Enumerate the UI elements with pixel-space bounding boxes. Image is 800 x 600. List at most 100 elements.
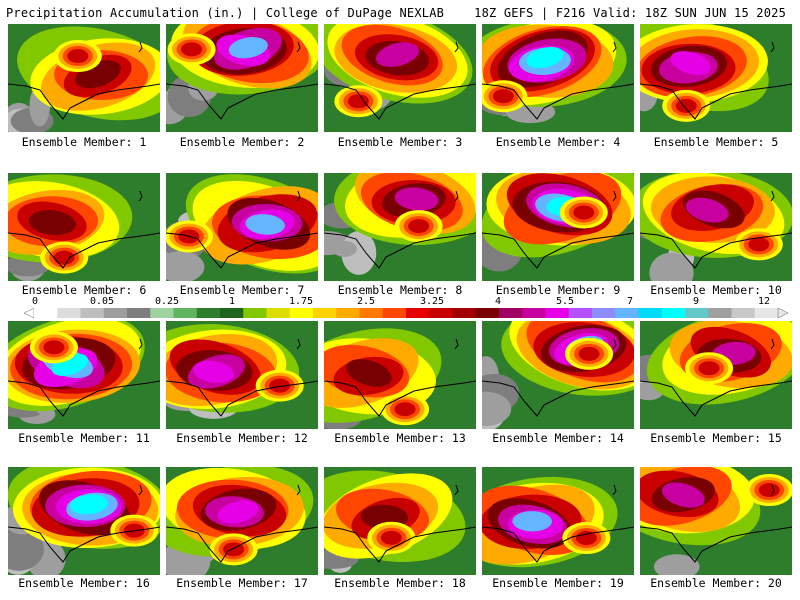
colorbar-tick-label: 4 — [494, 296, 502, 307]
ensemble-panel — [166, 467, 318, 575]
colorbar-swatch — [731, 308, 756, 318]
panel-label: Ensemble Member: 18 — [334, 576, 466, 590]
border-line — [640, 232, 792, 269]
precip-field — [640, 467, 792, 575]
ensemble-panel — [166, 321, 318, 429]
panel-label: Ensemble Member: 13 — [334, 431, 466, 445]
panel-label: Ensemble Member: 6 — [21, 283, 147, 297]
colorbar-swatch — [522, 308, 546, 318]
precip-field — [166, 24, 318, 125]
border-line — [166, 83, 318, 120]
colorbar-swatch — [150, 308, 174, 318]
ensemble-panel — [324, 467, 476, 575]
colorbar-swatch — [313, 308, 337, 318]
colorbar-swatch — [452, 308, 477, 318]
colorbar-swatch — [103, 308, 128, 318]
border-line — [324, 526, 476, 563]
colorbar-tick-label: 7 — [626, 296, 634, 307]
border-line — [482, 380, 634, 417]
colorbar-swatch — [568, 308, 593, 318]
colorbar-tick-label: 3.25 — [419, 296, 445, 307]
border-line — [482, 526, 634, 563]
panel-label: Ensemble Member: 10 — [650, 283, 782, 297]
colorbar-swatch — [592, 308, 616, 318]
precip-field — [324, 24, 476, 120]
precip-field — [482, 24, 634, 124]
panel-label: Ensemble Member: 15 — [650, 431, 782, 445]
colorbar-swatch — [80, 308, 105, 318]
ensemble-panel — [482, 24, 634, 132]
precip-field — [8, 321, 160, 425]
precip-field — [166, 324, 318, 419]
colorbar-swatch — [685, 308, 709, 318]
ensemble-panel — [482, 173, 634, 281]
precip-field — [640, 173, 792, 281]
precip-field — [640, 24, 792, 122]
colorbar-swatch — [708, 308, 732, 318]
ensemble-panel — [324, 321, 476, 429]
border-line — [166, 232, 318, 269]
colorbar-swatch — [127, 308, 151, 318]
map-title: Precipitation Accumulation (in.) | Colle… — [6, 6, 445, 20]
precip-field — [640, 321, 792, 417]
border-line — [324, 232, 476, 269]
ensemble-panel — [482, 467, 634, 575]
border-line — [8, 232, 160, 269]
ensemble-panel — [640, 321, 792, 429]
ensemble-panel — [8, 321, 160, 429]
colorbar-labels: 0 0.05 0.25 1 1.75 2.5 3.25 4 5.5 7 9 12 — [0, 296, 800, 308]
colorbar-tick-label: 9 — [692, 296, 700, 307]
panel-label: Ensemble Member: 19 — [492, 576, 624, 590]
precip-field — [482, 321, 634, 429]
colorbar-swatch — [545, 308, 570, 318]
border-line — [324, 83, 476, 120]
ensemble-panel — [640, 173, 792, 281]
ensemble-panel — [8, 467, 160, 575]
panel-label: Ensemble Member: 9 — [495, 283, 621, 297]
colorbar-swatch — [173, 308, 198, 318]
colorbar-tick-label: 0.05 — [89, 296, 115, 307]
colorbar-swatch — [266, 308, 291, 318]
ensemble-panel — [166, 173, 318, 281]
ensemble-panel — [8, 173, 160, 281]
panel-label: Ensemble Member: 16 — [18, 576, 150, 590]
border-line — [8, 380, 160, 417]
colorbar-tick-label: 1 — [228, 296, 236, 307]
colorbar-swatch — [289, 308, 314, 318]
precip-field — [324, 470, 476, 573]
colorbar-swatch — [429, 308, 453, 318]
border-line — [166, 526, 318, 563]
ensemble-panel — [166, 24, 318, 132]
panel-label: Ensemble Member: 17 — [176, 576, 308, 590]
panel-label: Ensemble Member: 14 — [492, 431, 624, 445]
precip-field — [482, 476, 634, 568]
colorbar-swatch — [661, 308, 686, 318]
panel-label: Ensemble Member: 8 — [337, 283, 463, 297]
ensemble-panel — [640, 24, 792, 132]
colorbar-swatch — [359, 308, 384, 318]
border-line — [166, 380, 318, 417]
colorbar-swatch — [615, 308, 639, 318]
colorbar-swatch — [406, 308, 430, 318]
colorbar-tick-label: 12 — [757, 296, 771, 307]
valid-time: 18Z GEFS | F216 Valid: 18Z SUN JUN 15 20… — [474, 6, 786, 20]
ensemble-panel — [324, 173, 476, 281]
panel-label: Ensemble Member: 12 — [176, 431, 308, 445]
border-line — [8, 526, 160, 563]
precip-field — [324, 173, 476, 275]
colorbar-swatch — [382, 308, 407, 318]
colorbar-tick-label: 5.5 — [555, 296, 575, 307]
panel-label: Ensemble Member: 5 — [653, 135, 779, 149]
colorbar-tick-label: 1.75 — [288, 296, 314, 307]
colorbar-swatch — [34, 308, 58, 318]
panel-label: Ensemble Member: 3 — [337, 135, 463, 149]
ensemble-panel — [482, 321, 634, 429]
border-line — [482, 83, 634, 120]
border-line — [8, 83, 160, 120]
colorbar-swatch — [336, 308, 360, 318]
colorbar-swatch — [57, 308, 81, 318]
colorbar-swatch — [475, 308, 500, 318]
precip-field — [8, 174, 160, 281]
colorbar-tick-label: 0.25 — [154, 296, 180, 307]
panel-label: Ensemble Member: 11 — [18, 431, 150, 445]
